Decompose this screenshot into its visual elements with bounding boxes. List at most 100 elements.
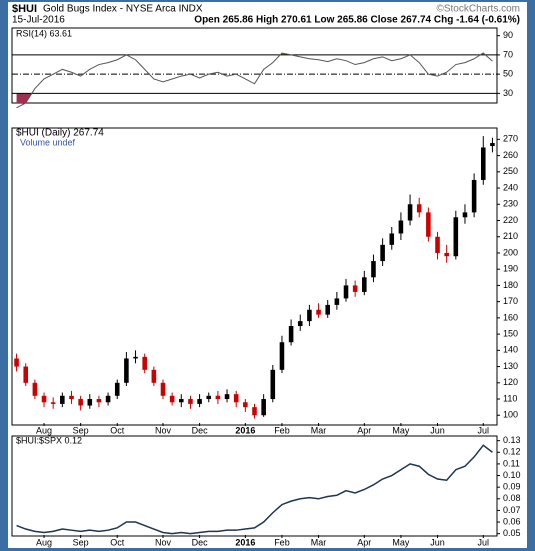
date: 15-Jul-2016 [12, 15, 65, 26]
candle-body [252, 407, 257, 416]
candle-body [96, 399, 102, 403]
x-tick-label: May [392, 425, 410, 435]
y-tick-label: 50 [503, 69, 513, 79]
y-tick-label: 250 [503, 166, 518, 176]
candle-body [471, 179, 477, 213]
x-tick-label: Feb [274, 537, 290, 547]
candle-body [179, 399, 184, 403]
y-tick-label: 0.05 [503, 528, 521, 538]
x-tick-label: Aug [36, 425, 52, 435]
candle-body [380, 244, 385, 262]
candle-body [151, 369, 157, 383]
y-tick-label: 270 [503, 134, 518, 144]
candle-body [490, 143, 495, 147]
y-tick-label: 0.08 [503, 493, 521, 503]
y-tick-label: 150 [503, 328, 518, 338]
x-tick-label: Sep [73, 537, 89, 547]
x-tick-label: Jul [478, 537, 490, 547]
y-tick-label: 0.10 [503, 470, 521, 480]
x-tick-label: Aug [36, 537, 52, 547]
candle-body [279, 342, 285, 370]
price-label: $HUI (Daily) 267.74 [16, 128, 104, 139]
ratio-panel [11, 435, 498, 537]
y-tick-label: 0.09 [503, 482, 521, 492]
candle-body [480, 147, 486, 180]
candle-body [87, 399, 93, 406]
y-tick-label: 0.07 [503, 505, 521, 515]
y-tick-label: 230 [503, 199, 518, 209]
candle-body [325, 304, 330, 315]
candle-body [444, 252, 449, 257]
x-tick-label: 2016 [235, 425, 255, 435]
y-tick-label: 240 [503, 182, 518, 192]
x-tick-label: Oct [110, 537, 125, 547]
candle-body [114, 382, 120, 396]
candle-body [362, 277, 367, 292]
candle-body [352, 285, 358, 292]
candle-body [288, 326, 294, 343]
y-tick-label: 120 [503, 377, 518, 387]
candle-body [133, 356, 138, 359]
y-tick-label: 220 [503, 215, 518, 225]
rsi-label: RSI(14) 63.61 [16, 28, 72, 38]
x-tick-label: Feb [274, 425, 290, 435]
rsi-line [16, 52, 493, 109]
price-panel [11, 127, 498, 426]
candle-body [233, 394, 239, 403]
candle-body [78, 399, 83, 406]
x-tick-label: 2016 [235, 537, 255, 547]
ratio-line [16, 444, 493, 535]
candle-body [307, 309, 312, 322]
y-tick-label: 180 [503, 280, 518, 290]
x-tick-label: Oct [110, 425, 125, 435]
y-tick-label: 90 [503, 30, 513, 40]
candle-body [243, 402, 248, 408]
y-tick-label: 130 [503, 361, 518, 371]
candle-body [426, 212, 431, 237]
rsi-panel [11, 27, 498, 104]
y-tick-label: 0.11 [503, 458, 520, 468]
candle-body [105, 395, 111, 403]
candle-body [389, 233, 395, 245]
credit: ©StockCharts.com [436, 4, 520, 15]
candle-body [416, 204, 422, 213]
y-tick-label: 140 [503, 345, 518, 355]
candle-body [371, 261, 376, 278]
ratio-label: $HUI:$SPX 0.12 [16, 435, 82, 445]
x-tick-label: Sep [73, 425, 89, 435]
oversold-fill [16, 93, 32, 103]
y-tick-label: 190 [503, 264, 518, 274]
candle-body [142, 356, 147, 370]
candle-body [124, 358, 129, 383]
candle-body [224, 394, 230, 400]
candle-body [398, 220, 404, 234]
candle-body [215, 395, 221, 400]
y-tick-label: 170 [503, 296, 518, 306]
y-tick-label: 0.13 [503, 435, 521, 445]
x-tick-label: Dec [192, 537, 209, 547]
y-tick-label: 200 [503, 247, 518, 257]
candle-body [206, 395, 212, 400]
candle-body [32, 382, 38, 396]
candle-body [343, 285, 349, 299]
x-tick-label: Apr [357, 425, 371, 435]
x-tick-label: Nov [155, 425, 172, 435]
candle-body [160, 382, 166, 396]
candle-body [453, 217, 459, 257]
y-tick-label: 70 [503, 49, 513, 59]
y-tick-label: 0.12 [503, 447, 521, 457]
y-tick-label: 160 [503, 312, 518, 322]
quote: Open 265.86 High 270.61 Low 265.86 Close… [194, 15, 520, 26]
x-tick-label: Mar [311, 425, 327, 435]
volume-label: Volume undef [20, 137, 76, 147]
candle-body [270, 369, 276, 400]
candle-body [169, 395, 175, 403]
candle-body [50, 402, 56, 404]
candle-body [297, 321, 303, 326]
y-tick-label: 0.06 [503, 516, 521, 526]
y-tick-label: 260 [503, 150, 518, 160]
candle-body [407, 204, 413, 221]
candle-body [462, 212, 468, 218]
candle-body [14, 358, 19, 367]
